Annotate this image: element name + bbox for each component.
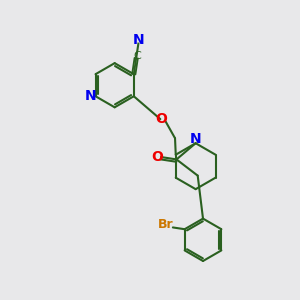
- Text: N: N: [85, 89, 96, 103]
- Text: O: O: [155, 112, 167, 126]
- Text: C: C: [133, 51, 141, 61]
- Text: Br: Br: [158, 218, 173, 231]
- Text: N: N: [190, 132, 202, 146]
- Text: O: O: [151, 150, 163, 164]
- Text: N: N: [133, 33, 145, 47]
